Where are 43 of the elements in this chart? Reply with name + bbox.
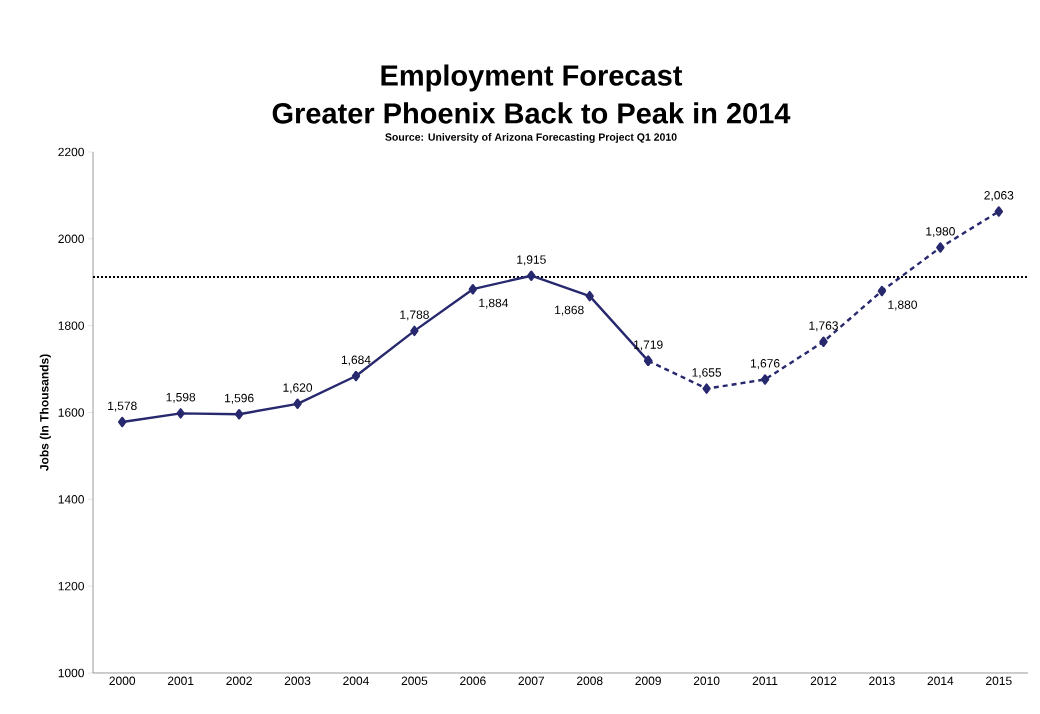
data-label: 1,620: [283, 383, 313, 394]
data-label: 2,063: [984, 191, 1014, 201]
data-label: 1,719: [634, 340, 663, 351]
x-tick-label: 2007: [518, 676, 545, 686]
y-tick-label: 1000: [58, 668, 84, 678]
data-label: 1,598: [166, 392, 196, 403]
x-tick-label: 2014: [927, 676, 954, 686]
y-tick-label: 2200: [58, 147, 84, 157]
x-tick-label: 2002: [226, 676, 252, 686]
data-label: 1,655: [692, 368, 722, 379]
data-label: 1,915: [517, 255, 546, 266]
x-tick-label: 2004: [343, 676, 369, 686]
data-label: 1,880: [888, 300, 918, 311]
y-tick-label: 1200: [58, 581, 84, 591]
x-tick-label: 2003: [284, 676, 311, 686]
x-tick-label: 2006: [460, 676, 486, 686]
x-tick-label: 2000: [109, 676, 136, 686]
chart-subtitle: Greater Phoenix Back to Peak in 2014: [272, 102, 791, 124]
data-label: 1,676: [750, 359, 780, 369]
x-tick-label: 2009: [635, 676, 661, 686]
x-tick-label: 2008: [576, 676, 603, 686]
data-label: 1,596: [224, 393, 254, 404]
y-tick-label: 2000: [58, 234, 84, 244]
data-label: 1,684: [341, 355, 371, 366]
y-tick-label: 1400: [58, 495, 84, 504]
data-label: 1,980: [926, 227, 955, 237]
chart-title: Employment Forecast: [381, 64, 683, 92]
x-tick-label: 2012: [810, 676, 837, 686]
y-tick-label: 1800: [58, 321, 84, 330]
data-label: 1,884: [479, 298, 509, 309]
x-tick-label: 2015: [986, 676, 1012, 686]
data-label: 1,788: [400, 310, 429, 321]
x-tick-label: 2013: [869, 676, 895, 686]
y-axis-title: Jobs (In Thousands): [39, 354, 51, 471]
x-tick-label: 2011: [752, 676, 778, 686]
x-tick-label: 2005: [401, 676, 428, 686]
data-label: 1,578: [108, 401, 137, 412]
source-note: Source: University of Arizona Forecasting Project Q1 2010: [385, 133, 677, 143]
y-tick-label: 1600: [58, 408, 84, 417]
data-label: 1,868: [555, 305, 584, 316]
data-label: 1,763: [809, 321, 838, 332]
x-tick-label: 2001: [167, 676, 194, 686]
x-tick-label: 2010: [693, 676, 720, 686]
